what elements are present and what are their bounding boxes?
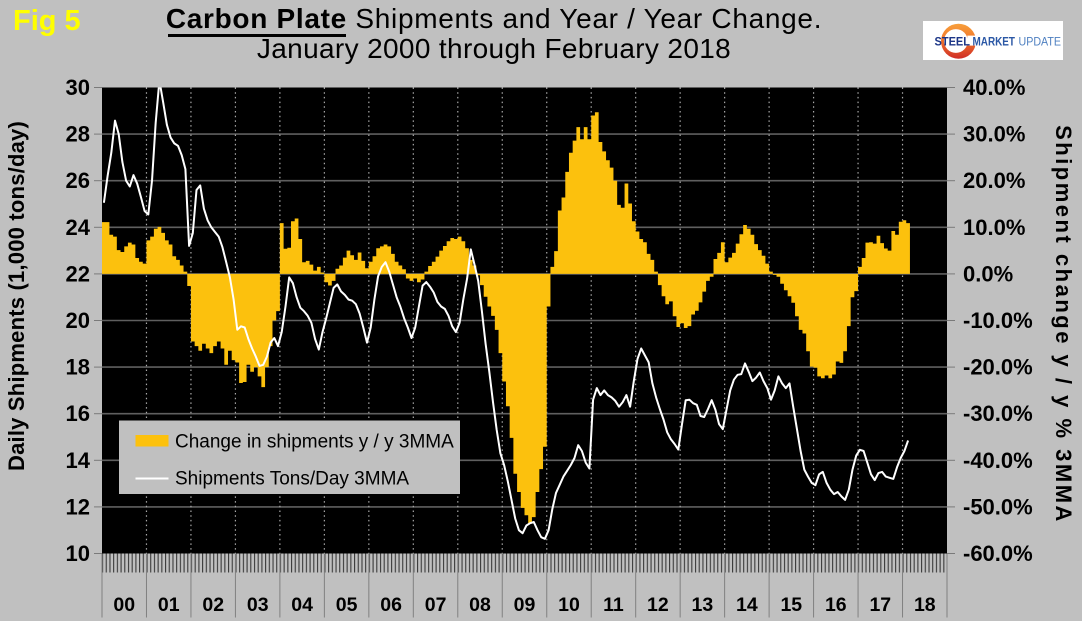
svg-text:08: 08 [469, 594, 491, 616]
svg-text:Shipment change y / y % 3MMA: Shipment change y / y % 3MMA [1051, 125, 1076, 524]
svg-text:10.0%: 10.0% [963, 215, 1025, 240]
svg-text:Shipments Tons/Day 3MMA: Shipments Tons/Day 3MMA [175, 469, 409, 490]
svg-text:-30.0%: -30.0% [963, 401, 1033, 426]
svg-text:24: 24 [66, 215, 91, 240]
svg-text:UPDATE: UPDATE [1019, 36, 1062, 48]
svg-text:14: 14 [66, 448, 91, 473]
svg-text:-40.0%: -40.0% [963, 448, 1033, 473]
svg-text:06: 06 [380, 594, 402, 616]
svg-text:26: 26 [66, 168, 90, 193]
svg-text:MARKET: MARKET [973, 36, 1016, 48]
svg-text:09: 09 [514, 594, 536, 616]
svg-text:14: 14 [736, 594, 758, 616]
svg-text:28: 28 [66, 122, 90, 147]
svg-text:17: 17 [869, 594, 891, 616]
svg-text:-20.0%: -20.0% [963, 355, 1033, 380]
svg-text:18: 18 [66, 355, 90, 380]
svg-text:-10.0%: -10.0% [963, 308, 1033, 333]
svg-text:20: 20 [66, 308, 90, 333]
svg-text:12: 12 [647, 594, 669, 616]
svg-text:11: 11 [603, 594, 624, 616]
svg-text:10: 10 [558, 594, 580, 616]
svg-text:Daily Shipments (1,000 tons/da: Daily Shipments (1,000 tons/day) [4, 121, 29, 471]
svg-text:04: 04 [291, 594, 313, 616]
svg-text:01: 01 [158, 594, 180, 616]
svg-text:30.0%: 30.0% [963, 122, 1025, 147]
svg-text:10: 10 [66, 541, 90, 566]
svg-text:-50.0%: -50.0% [963, 494, 1033, 519]
svg-text:18: 18 [914, 594, 936, 616]
svg-text:30: 30 [66, 75, 90, 100]
svg-text:15: 15 [780, 594, 802, 616]
svg-text:16: 16 [66, 401, 90, 426]
svg-text:13: 13 [692, 594, 714, 616]
svg-text:20.0%: 20.0% [963, 168, 1025, 193]
svg-text:07: 07 [425, 594, 447, 616]
svg-text:40.0%: 40.0% [963, 75, 1025, 100]
svg-text:05: 05 [336, 594, 358, 616]
svg-text:0.0%: 0.0% [963, 261, 1013, 286]
svg-text:-60.0%: -60.0% [963, 541, 1033, 566]
svg-text:STEEL: STEEL [935, 36, 971, 48]
svg-text:Change in shipments y / y 3MMA: Change in shipments y / y 3MMA [175, 432, 454, 453]
svg-text:16: 16 [825, 594, 847, 616]
svg-text:00: 00 [113, 594, 135, 616]
svg-text:03: 03 [247, 594, 269, 616]
svg-text:12: 12 [66, 494, 90, 519]
svg-text:02: 02 [202, 594, 224, 616]
svg-text:22: 22 [66, 261, 90, 286]
